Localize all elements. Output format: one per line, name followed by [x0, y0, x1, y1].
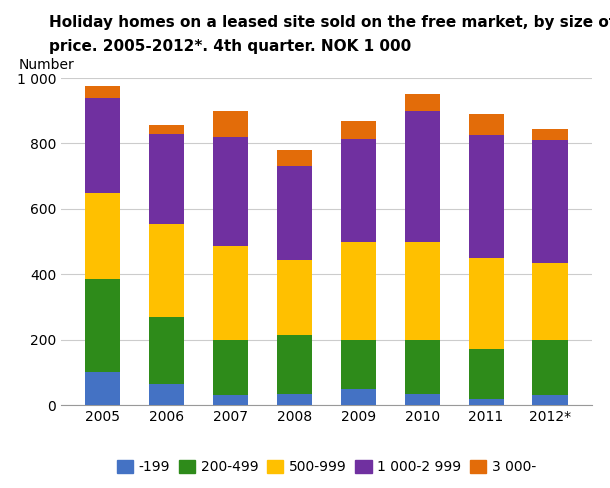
Bar	[277, 166, 312, 260]
Bar	[404, 95, 440, 111]
Bar	[341, 139, 376, 242]
Bar	[468, 114, 504, 135]
Bar	[85, 86, 120, 98]
Bar	[85, 192, 120, 279]
Bar	[213, 246, 248, 340]
Text: Number: Number	[18, 58, 74, 72]
Bar	[213, 395, 248, 405]
Bar	[341, 388, 376, 405]
Bar	[85, 372, 120, 405]
Bar	[533, 140, 567, 263]
Bar	[533, 340, 567, 395]
Bar	[468, 258, 504, 349]
Bar	[341, 121, 376, 139]
Bar	[404, 340, 440, 394]
Bar	[213, 137, 248, 246]
Text: Holiday homes on a leased site sold on the free market, by size of purchase: Holiday homes on a leased site sold on t…	[49, 15, 610, 30]
Bar	[404, 111, 440, 242]
Bar	[468, 349, 504, 399]
Bar	[404, 242, 440, 340]
Bar	[277, 150, 312, 166]
Bar	[149, 317, 184, 384]
Bar	[149, 125, 184, 134]
Bar	[85, 98, 120, 192]
Bar	[533, 263, 567, 340]
Bar	[341, 340, 376, 388]
Bar	[468, 399, 504, 405]
Bar	[533, 129, 567, 140]
Bar	[404, 394, 440, 405]
Bar	[149, 134, 184, 224]
Bar	[85, 279, 120, 372]
Bar	[277, 260, 312, 335]
Bar	[213, 340, 248, 395]
Bar	[213, 111, 248, 137]
Bar	[277, 335, 312, 394]
Bar	[149, 224, 184, 317]
Bar	[341, 242, 376, 340]
Legend: -199, 200-499, 500-999, 1 000-2 999, 3 000-: -199, 200-499, 500-999, 1 000-2 999, 3 0…	[111, 454, 542, 480]
Text: price. 2005-2012*. 4th quarter. NOK 1 000: price. 2005-2012*. 4th quarter. NOK 1 00…	[49, 39, 411, 54]
Bar	[533, 395, 567, 405]
Bar	[277, 394, 312, 405]
Bar	[468, 135, 504, 258]
Bar	[149, 384, 184, 405]
